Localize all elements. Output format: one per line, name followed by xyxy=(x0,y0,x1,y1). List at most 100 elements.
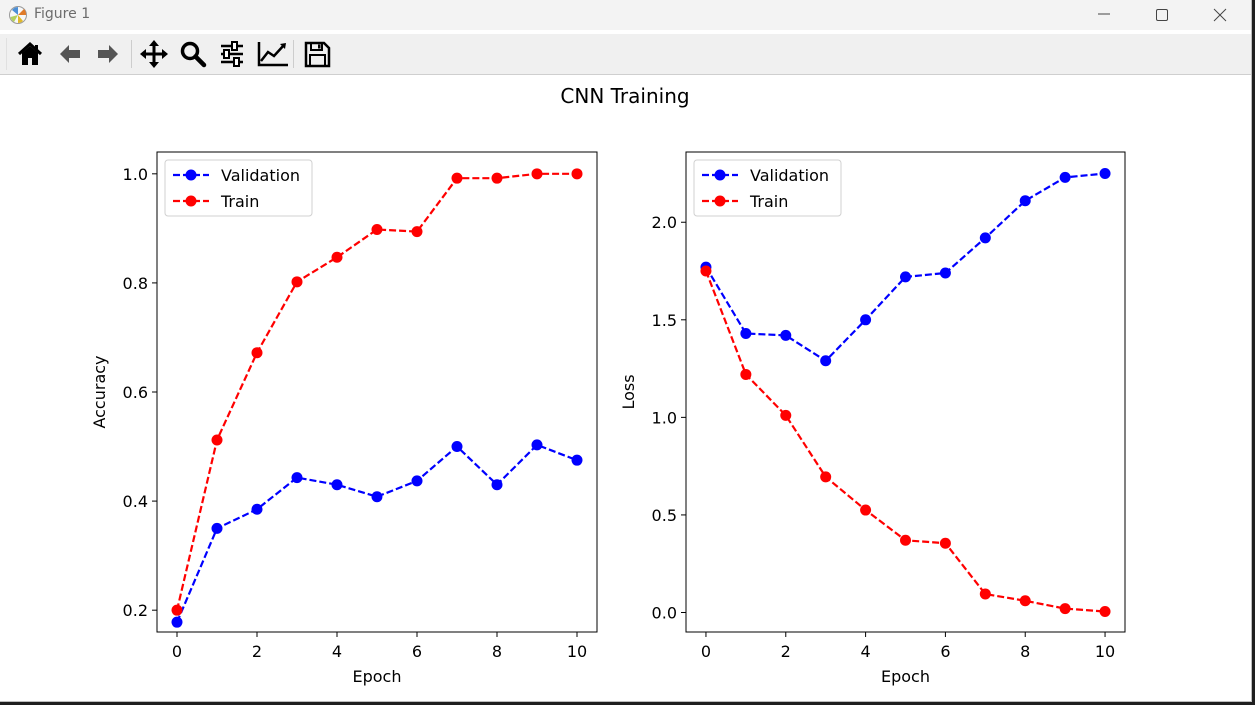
data-point-train xyxy=(939,537,951,549)
y-axis-label: Loss xyxy=(619,374,638,409)
y-tick-label: 1.0 xyxy=(652,408,677,427)
x-tick-label: 10 xyxy=(1095,642,1115,661)
legend-marker-validation xyxy=(714,169,726,181)
configure-subplots-button[interactable] xyxy=(217,40,247,68)
forward-button[interactable] xyxy=(93,40,123,68)
data-point-validation xyxy=(979,232,991,244)
legend: Validation Train xyxy=(164,159,313,217)
matplotlib-logo-icon xyxy=(8,5,28,25)
data-point-train xyxy=(371,223,383,235)
x-tick-label: 4 xyxy=(860,642,870,661)
arrow-left-icon xyxy=(60,45,80,63)
data-point-train xyxy=(1059,603,1071,615)
legend-label-train: Train xyxy=(220,192,259,211)
data-point-train xyxy=(331,251,343,263)
pan-button[interactable] xyxy=(139,40,169,68)
x-tick-label: 8 xyxy=(1020,642,1030,661)
y-tick-label: 0.6 xyxy=(123,383,148,402)
close-button[interactable] xyxy=(1191,0,1249,30)
x-tick-label: 0 xyxy=(701,642,711,661)
back-button[interactable] xyxy=(55,40,85,68)
save-button[interactable] xyxy=(302,40,332,68)
data-point-validation xyxy=(171,616,183,628)
series-line-validation xyxy=(175,443,578,623)
data-point-train xyxy=(171,604,183,616)
y-tick-label: 1.0 xyxy=(123,165,148,184)
data-point-validation xyxy=(331,479,343,491)
data-point-validation xyxy=(939,267,951,279)
zoom-button[interactable] xyxy=(178,40,208,68)
x-tick-label: 0 xyxy=(172,642,182,661)
legend-label-validation: Validation xyxy=(221,166,300,185)
x-tick-label: 6 xyxy=(940,642,950,661)
data-point-validation xyxy=(1099,167,1111,179)
data-point-validation xyxy=(740,327,752,339)
data-point-train xyxy=(211,434,223,446)
data-point-train xyxy=(411,226,423,238)
maximize-button[interactable] xyxy=(1133,0,1191,30)
legend-label-train: Train xyxy=(749,192,788,211)
magnifier-icon xyxy=(180,41,207,68)
figure-title: CNN Training xyxy=(560,84,689,108)
y-tick-label: 0.0 xyxy=(652,603,677,622)
data-point-train xyxy=(740,368,752,380)
data-point-validation xyxy=(531,439,543,451)
window-title: Figure 1 xyxy=(34,6,91,22)
data-point-train xyxy=(900,534,911,546)
toolbar-grip xyxy=(6,38,7,70)
x-tick-label: 8 xyxy=(492,642,502,661)
data-point-train xyxy=(700,265,712,277)
data-point-validation xyxy=(1019,195,1031,207)
y-tick-label: 0.8 xyxy=(123,274,148,293)
data-point-train xyxy=(979,588,991,600)
y-axis-label: Accuracy xyxy=(90,355,109,428)
data-point-train xyxy=(291,276,303,288)
move-icon xyxy=(140,40,168,68)
toolbar-separator xyxy=(293,40,294,68)
data-point-validation xyxy=(860,314,872,326)
data-point-validation xyxy=(251,503,263,515)
figure-svg: CNN Training 0 2 4 6 8 10 0.2 0.4 0.6 0.8 1.0 Epoch… xyxy=(90,84,1126,686)
navigation-toolbar xyxy=(0,34,1251,75)
data-point-train xyxy=(780,409,792,421)
x-axis-label: Epoch xyxy=(881,667,930,686)
data-point-train xyxy=(491,172,503,184)
home-icon xyxy=(17,41,43,65)
y-tick-label: 0.5 xyxy=(652,506,677,525)
toolbar-separator xyxy=(131,40,132,68)
minimize-button[interactable] xyxy=(1075,0,1133,30)
subplot-2: 0 2 4 6 8 10 0.0 0.5 1.0 1.5 2.0 Epoch Loss Validatio… xyxy=(619,151,1126,686)
data-point-train xyxy=(820,471,832,483)
axes-frame xyxy=(685,151,1126,633)
edit-axis-button[interactable] xyxy=(256,40,288,68)
data-point-validation xyxy=(411,475,423,487)
line-chart-icon xyxy=(257,42,288,67)
data-point-train xyxy=(251,347,263,359)
data-point-train xyxy=(1019,595,1031,607)
home-button[interactable] xyxy=(15,40,45,68)
data-point-validation xyxy=(820,355,832,367)
y-tick-label: 0.4 xyxy=(123,492,148,511)
data-point-train xyxy=(531,168,543,180)
data-point-validation xyxy=(1059,171,1071,183)
legend-box xyxy=(164,159,313,217)
data-point-train xyxy=(451,172,463,184)
data-point-train xyxy=(571,168,583,180)
title-bar[interactable]: Figure 1 xyxy=(0,0,1251,30)
maximize-icon xyxy=(1156,9,1168,21)
y-tick-label: 2.0 xyxy=(652,213,677,232)
x-tick-label: 2 xyxy=(781,642,791,661)
y-tick-label: 0.2 xyxy=(123,601,148,620)
data-point-validation xyxy=(780,329,792,341)
legend: Validation Train xyxy=(693,159,842,217)
data-point-validation xyxy=(491,479,503,491)
data-point-validation xyxy=(571,454,583,466)
close-icon xyxy=(1213,8,1227,22)
figure-canvas[interactable]: CNN Training 0 2 4 6 8 10 0.2 0.4 0.6 0.8 1.0 Epoch… xyxy=(0,75,1251,701)
legend-marker-validation xyxy=(185,169,197,181)
minimize-icon xyxy=(1098,13,1110,15)
legend-marker-train xyxy=(185,195,197,207)
legend-marker-train xyxy=(714,195,726,207)
x-axis-label: Epoch xyxy=(353,667,402,686)
